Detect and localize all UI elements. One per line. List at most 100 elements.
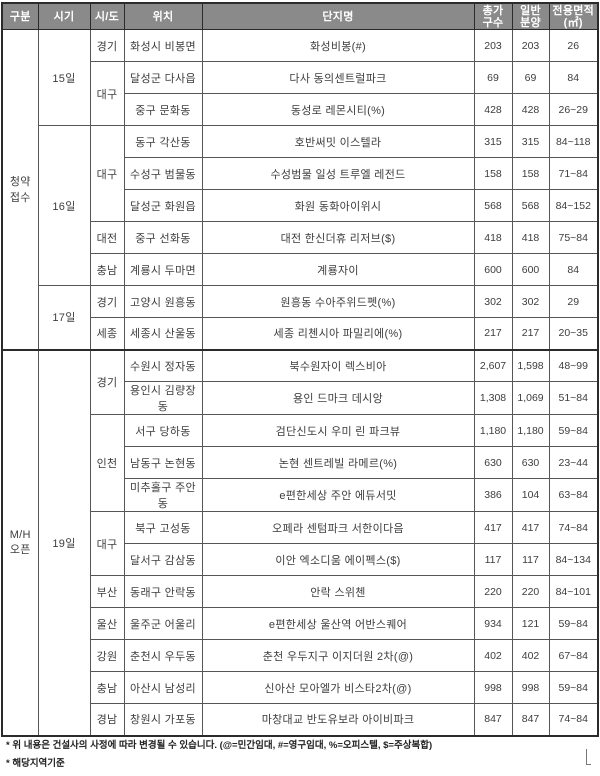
cell-total-units: 2,607 <box>473 348 513 382</box>
cell-complex-name: 북수원자이 렉스비아 <box>201 348 475 382</box>
cell-location: 고양시 원흥동 <box>123 285 203 318</box>
cell-complex-name: 안락 스위첸 <box>201 575 475 608</box>
cell-total-units: 630 <box>473 446 513 479</box>
cell-general-sale: 117 <box>511 543 550 576</box>
cell-complex-name: 대전 한신더휴 리저브($) <box>201 221 475 254</box>
table-row: 강원 춘천시 우두동 춘천 우두지구 이지더원 2차(@) 402 402 67~84 <box>2 639 599 672</box>
cell-complex-name: 동성로 레몬시티(%) <box>201 93 475 126</box>
col-header-general-sale: 일반 분양 <box>511 2 550 30</box>
cell-area: 51~84 <box>548 381 599 415</box>
cell-total-units: 1,180 <box>473 414 513 447</box>
cell-complex-name: 원흥동 수아주위드펫(%) <box>201 285 475 318</box>
cell-total-units: 217 <box>473 317 513 350</box>
cell-location: 계룡시 두마면 <box>123 253 203 286</box>
cell-location: 울주군 어울리 <box>123 607 203 640</box>
cell-period: 16일 <box>37 125 91 286</box>
cell-sido: 경기 <box>89 285 125 318</box>
text-cursor <box>585 749 593 765</box>
cell-area: 26 <box>548 29 599 62</box>
cell-total-units: 203 <box>473 29 513 62</box>
table-row: 인천 서구 당하동 검단신도시 우미 린 파크뷰 1,180 1,180 59~84 <box>2 414 599 512</box>
cell-location: 용인시 김량장동 <box>123 381 203 415</box>
cell-location: 남동구 논현동 <box>123 446 203 479</box>
table-row: 세종 세종시 산울동 세종 리첸시아 파밀리에(%) 217 217 20~35 <box>2 317 599 350</box>
cell-total-units: 302 <box>473 285 513 318</box>
cell-total-units: 402 <box>473 639 513 672</box>
cell-complex-name: 논현 센트레빌 라메르(%) <box>201 446 475 479</box>
cell-general-sale: 217 <box>511 317 550 350</box>
cell-total-units: 1,308 <box>473 381 513 415</box>
table-row: 충남 계룡시 두마면 계룡자이 600 600 84 <box>2 253 599 286</box>
cell-general-sale: 220 <box>511 575 550 608</box>
cell-sido: 울산 <box>89 607 125 640</box>
cell-location: 달성군 다사읍 <box>123 61 203 94</box>
cell-period: 17일 <box>37 285 91 350</box>
col-header-area: 전용면적 (㎡) <box>548 2 599 30</box>
cell-area: 75~84 <box>548 221 599 254</box>
cell-complex-name: 마창대교 반도유보라 아이비파크 <box>201 703 475 736</box>
cell-sido: 충남 <box>89 253 125 286</box>
cell-complex-name: 이안 엑소디움 에이펙스($) <box>201 543 475 576</box>
col-header-period: 시기 <box>37 2 91 30</box>
cell-complex-name: 검단신도시 우미 린 파크뷰 <box>201 414 475 447</box>
cell-complex-name: 계룡자이 <box>201 253 475 286</box>
cell-general-sale: 428 <box>511 93 550 126</box>
cell-complex-name: 용인 드마크 데시앙 <box>201 381 475 415</box>
cell-total-units: 600 <box>473 253 513 286</box>
cell-general-sale: 630 <box>511 446 550 479</box>
cell-total-units: 417 <box>473 511 513 544</box>
cell-general-sale: 315 <box>511 125 550 158</box>
table-row: 경남 창원시 가포동 마창대교 반도유보라 아이비파크 847 847 74~84 <box>2 703 599 736</box>
table-row: 용인시 김량장동 용인 드마크 데시앙 1,308 1,069 51~84 <box>2 381 599 415</box>
table-row: 대구 북구 고성동 오페라 센텀파크 서한이다음 417 417 74~84 <box>2 511 599 576</box>
cell-total-units: 418 <box>473 221 513 254</box>
cell-sido: 대구 <box>89 125 125 222</box>
cell-sido: 경기 <box>89 348 125 415</box>
cell-sido: 대구 <box>89 511 125 576</box>
cell-location: 아산시 남성리 <box>123 671 203 704</box>
cell-general-sale: 568 <box>511 189 550 222</box>
cell-total-units: 386 <box>473 478 513 512</box>
cell-area: 84~118 <box>548 125 599 158</box>
cell-general-sale: 104 <box>511 478 550 512</box>
housing-schedule-table: 구분 시기 시/도 위치 단지명 총가 구수 일반 분양 전용면적 (㎡) 청약 접수 15일 경… <box>1 2 599 737</box>
cell-area: 63~84 <box>548 478 599 512</box>
cell-location: 수성구 범물동 <box>123 157 203 190</box>
cell-area: 29 <box>548 285 599 318</box>
table-row: 달성군 화원읍 화원 동화아이위시 568 568 84~152 <box>2 189 599 222</box>
cell-period: 15일 <box>37 29 91 126</box>
table-row: M/H 오픈 19일 경기 수원시 정자동 북수원자이 렉스비아 2,607 1,598 48… <box>1 348 599 736</box>
cell-area: 84~152 <box>548 189 599 222</box>
cell-total-units: 568 <box>473 189 513 222</box>
cell-period: 19일 <box>37 348 91 736</box>
cell-general-sale: 847 <box>511 703 550 736</box>
cell-general-sale: 402 <box>511 639 550 672</box>
cell-sido: 세종 <box>89 317 125 350</box>
cell-location: 춘천시 우두동 <box>123 639 203 672</box>
cell-general-sale: 998 <box>511 671 550 704</box>
cell-complex-name: e편한세상 주안 에듀서밋 <box>201 478 475 512</box>
table-row: 충남 아산시 남성리 신아산 모아엘가 비스타2차(@) 998 998 59~84 <box>2 671 599 704</box>
cell-sido: 경기 <box>89 29 125 62</box>
cell-location: 미추홀구 주안동 <box>123 478 203 512</box>
header-row: 구분 시기 시/도 위치 단지명 총가 구수 일반 분양 전용면적 (㎡) <box>1 2 599 30</box>
cell-complex-name: 오페라 센텀파크 서한이다음 <box>201 511 475 544</box>
cell-sido: 충남 <box>89 671 125 704</box>
cell-location: 서구 당하동 <box>123 414 203 447</box>
cell-area: 74~84 <box>548 703 599 736</box>
footnote-region-basis: * 해당지역기준 <box>6 758 65 769</box>
cell-area: 20~35 <box>548 317 599 350</box>
footnotes: * 위 내용은 건설사의 사정에 따라 변경될 수 있습니다. (@=민간임대,… <box>6 740 594 776</box>
cell-sido: 강원 <box>89 639 125 672</box>
table-header: 구분 시기 시/도 위치 단지명 총가 구수 일반 분양 전용면적 (㎡) <box>1 2 599 30</box>
cell-complex-name: 춘천 우두지구 이지더원 2차(@) <box>201 639 475 672</box>
cell-complex-name: 세종 리첸시아 파밀리에(%) <box>201 317 475 350</box>
col-header-total-units: 총가 구수 <box>473 2 513 30</box>
cell-area: 59~84 <box>548 671 599 704</box>
cell-general-sale: 417 <box>511 511 550 544</box>
cell-general-sale: 158 <box>511 157 550 190</box>
cell-location: 동구 각산동 <box>123 125 203 158</box>
cell-sido: 대전 <box>89 221 125 254</box>
cell-area: 74~84 <box>548 511 599 544</box>
